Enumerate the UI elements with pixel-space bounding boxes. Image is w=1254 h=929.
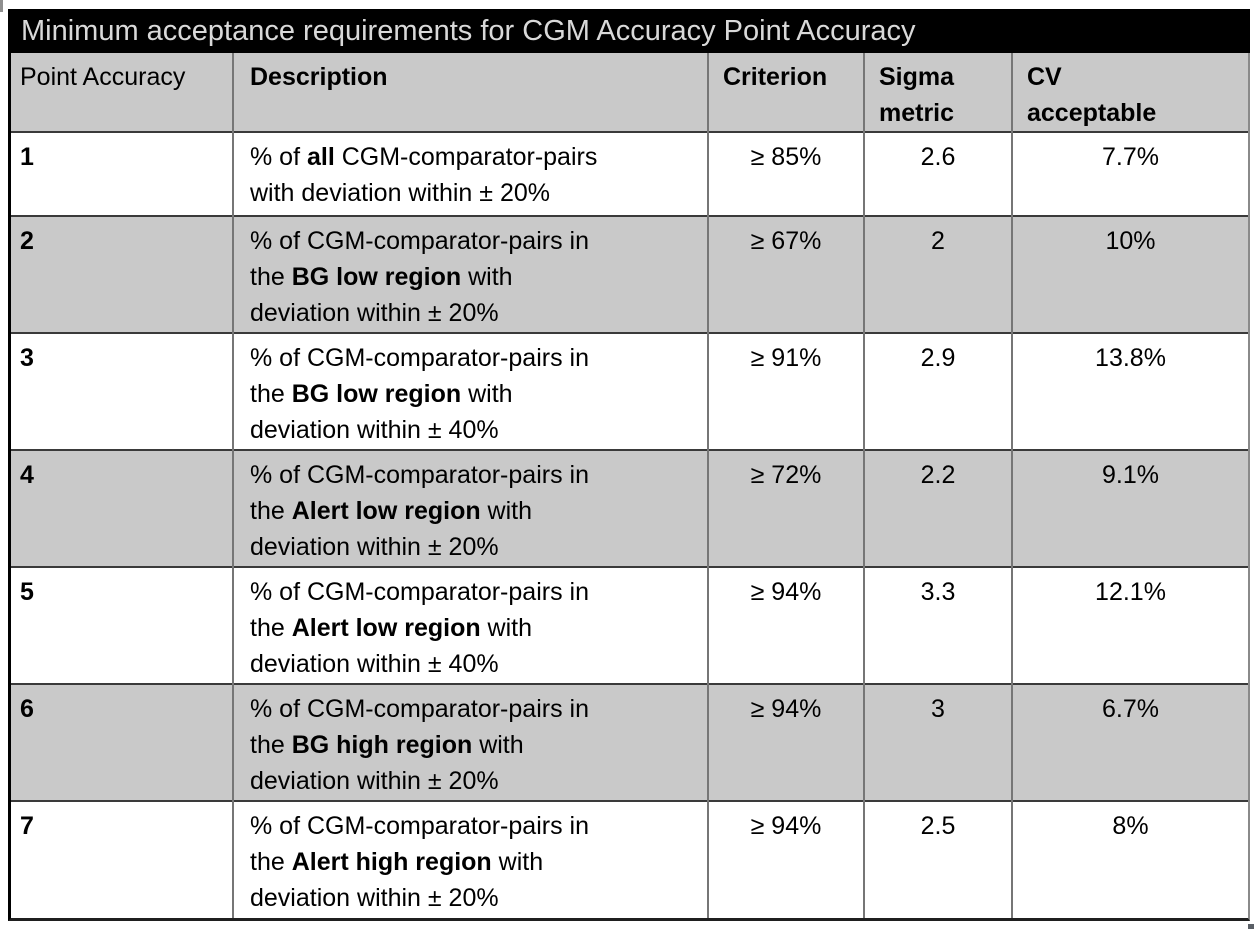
table-header: Point Accuracy Description Criterion Sigma m… <box>11 53 1248 132</box>
cv-acceptable-value: 6.7% <box>1011 683 1248 801</box>
sigma-metric-value: 2.2 <box>863 449 1012 567</box>
cv-acceptable-value: 8% <box>1011 800 1248 918</box>
criterion-value: ≥ 91% <box>707 332 864 450</box>
header-row: Point Accuracy Description Criterion Sigma m… <box>11 53 1248 132</box>
description-cell: % of CGM-comparator-pairs in the Alert hi… <box>232 800 708 918</box>
table-body: 1% of all CGM-comparator-pairs with devia… <box>11 131 1248 918</box>
point-accuracy-number: 4 <box>11 449 233 567</box>
table-row-7: 7% of CGM-comparator-pairs in the Alert h… <box>11 800 1248 918</box>
corner-artifact <box>1248 924 1254 929</box>
acceptance-table-container: Minimum acceptance requirements for CGM … <box>8 9 1250 921</box>
criterion-value: ≥ 94% <box>707 800 864 918</box>
table-row-1: 1% of all CGM-comparator-pairs with devia… <box>11 131 1248 216</box>
cv-acceptable-value: 10% <box>1011 215 1248 333</box>
criterion-value: ≥ 67% <box>707 215 864 333</box>
sigma-metric-value: 2.6 <box>863 131 1012 216</box>
description-cell: % of CGM-comparator-pairs in the Alert lo… <box>232 449 708 567</box>
cv-acceptable-value: 13.8% <box>1011 332 1248 450</box>
sigma-metric-value: 2 <box>863 215 1012 333</box>
criterion-value: ≥ 94% <box>707 683 864 801</box>
criterion-value: ≥ 72% <box>707 449 864 567</box>
cv-acceptable-value: 7.7% <box>1011 131 1248 216</box>
description-cell: % of CGM-comparator-pairs in the Alert lo… <box>232 566 708 684</box>
cv-acceptable-value: 12.1% <box>1011 566 1248 684</box>
table-row-6: 6% of CGM-comparator-pairs in the BG high… <box>11 683 1248 801</box>
point-accuracy-number: 7 <box>11 800 233 918</box>
cv-acceptable-value: 9.1% <box>1011 449 1248 567</box>
column-header-description: Description <box>232 53 708 132</box>
point-accuracy-number: 5 <box>11 566 233 684</box>
point-accuracy-number: 6 <box>11 683 233 801</box>
column-header-sigma: Sigma metric <box>863 53 1012 132</box>
table-row-3: 3% of CGM-comparator-pairs in the BG low … <box>11 332 1248 450</box>
table-row-2: 2% of CGM-comparator-pairs in the BG low … <box>11 215 1248 333</box>
point-accuracy-number: 3 <box>11 332 233 450</box>
column-header-criterion: Criterion <box>707 53 864 132</box>
criterion-value: ≥ 85% <box>707 131 864 216</box>
text-cursor-artifact <box>0 0 3 12</box>
table-row-5: 5% of CGM-comparator-pairs in the Alert l… <box>11 566 1248 684</box>
column-header-cv: CV acceptable <box>1011 53 1248 132</box>
point-accuracy-number: 2 <box>11 215 233 333</box>
table-row-4: 4% of CGM-comparator-pairs in the Alert l… <box>11 449 1248 567</box>
description-cell: % of CGM-comparator-pairs in the BG low r… <box>232 332 708 450</box>
description-cell: % of CGM-comparator-pairs in the BG high … <box>232 683 708 801</box>
description-cell: % of all CGM-comparator-pairs with deviat… <box>232 131 708 216</box>
criterion-value: ≥ 94% <box>707 566 864 684</box>
point-accuracy-number: 1 <box>11 131 233 216</box>
sigma-metric-value: 2.9 <box>863 332 1012 450</box>
sigma-metric-value: 3 <box>863 683 1012 801</box>
sigma-metric-value: 3.3 <box>863 566 1012 684</box>
acceptance-table: Point Accuracy Description Criterion Sigma m… <box>11 53 1248 918</box>
sigma-metric-value: 2.5 <box>863 800 1012 918</box>
table-title: Minimum acceptance requirements for CGM … <box>8 9 1250 53</box>
description-cell: % of CGM-comparator-pairs in the BG low r… <box>232 215 708 333</box>
column-header-point: Point Accuracy <box>20 63 186 91</box>
